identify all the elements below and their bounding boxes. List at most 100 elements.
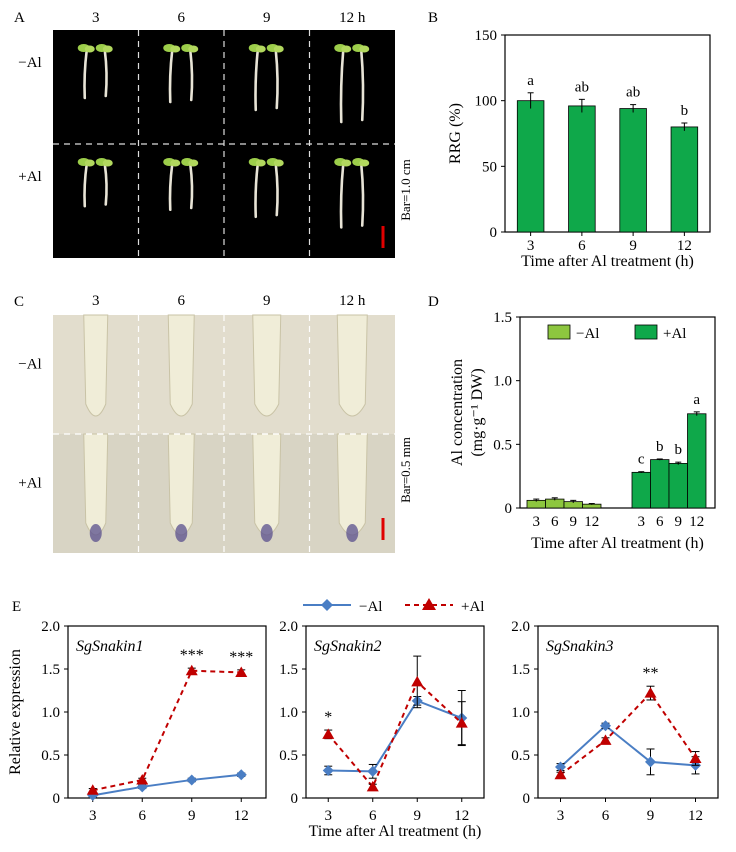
gene-title: SgSnakin3 xyxy=(546,638,614,655)
time-label: 3 xyxy=(92,10,100,26)
data-point xyxy=(367,765,379,777)
seedling-root xyxy=(359,48,365,122)
y-tick-label: 0 xyxy=(291,791,299,807)
data-point xyxy=(366,780,379,792)
seedling-cotyledon xyxy=(102,159,113,167)
time-label: 9 xyxy=(263,293,271,309)
plot-frame xyxy=(519,316,716,509)
root-tip xyxy=(167,433,195,536)
root-tip xyxy=(83,314,109,417)
x-axis-label: Time after Al treatment (h) xyxy=(531,535,704,552)
x-tick-label: 12 xyxy=(688,808,703,824)
legend-label: +Al xyxy=(663,326,686,342)
x-tick-label: 6 xyxy=(139,808,147,824)
seedling-cotyledon xyxy=(341,159,352,167)
x-tick-label: 9 xyxy=(414,808,422,824)
data-point xyxy=(136,773,149,785)
bar xyxy=(516,100,545,233)
y-tick-label: 1.5 xyxy=(279,662,298,678)
panel-letter-b: B xyxy=(428,10,438,26)
x-tick-label: 9 xyxy=(570,514,578,530)
x-tick-label: 3 xyxy=(557,808,565,824)
significance-label: ab xyxy=(626,85,640,101)
y-tick-label: 0.5 xyxy=(279,748,298,764)
bar xyxy=(668,463,688,509)
y-tick-label: 2.0 xyxy=(41,619,60,635)
seedling-root xyxy=(339,48,345,124)
seedling-root xyxy=(274,162,279,217)
bar xyxy=(545,498,565,509)
y-axis-label: RRG (%) xyxy=(447,103,464,164)
seedling-cotyledon xyxy=(84,159,95,167)
row-label: −Al xyxy=(18,357,41,373)
seedling-cotyledon xyxy=(188,45,199,53)
plot-frame xyxy=(504,34,711,233)
seedling-cotyledon xyxy=(359,159,370,167)
y-tick-label: 0.5 xyxy=(493,437,512,453)
significance-marker: * xyxy=(324,709,332,726)
gene-title: SgSnakin2 xyxy=(314,638,382,655)
legend-label: +Al xyxy=(461,599,484,615)
row-label: +Al xyxy=(18,169,41,185)
seedling-root xyxy=(254,162,260,219)
bar xyxy=(631,471,651,509)
data-point xyxy=(186,774,198,786)
y-tick-label: 1.0 xyxy=(493,374,512,390)
stain xyxy=(89,524,102,542)
significance-marker: *** xyxy=(180,647,204,664)
time-label: 12 h xyxy=(339,293,366,309)
x-tick-label: 3 xyxy=(527,238,535,254)
panel-a: A 3 6 9 12 h −Al +Al Bar=1.0 cm xyxy=(14,10,413,258)
data-point xyxy=(645,756,656,768)
x-tick-label: 3 xyxy=(89,808,97,824)
x-tick-label: 9 xyxy=(675,514,683,530)
y-tick-label: 0 xyxy=(505,501,513,517)
seedling-root xyxy=(254,48,260,112)
data-point xyxy=(644,687,657,698)
x-tick-label: 3 xyxy=(533,514,541,530)
root-tip xyxy=(336,433,368,536)
x-tick-label: 3 xyxy=(325,808,333,824)
panel-letter-a: A xyxy=(14,10,25,26)
seedling-root xyxy=(103,48,108,98)
row-label: −Al xyxy=(18,55,41,71)
series-line xyxy=(328,699,463,773)
seedling-root xyxy=(274,48,279,110)
time-label: 12 h xyxy=(339,10,366,26)
panel-letter-e: E xyxy=(12,599,21,615)
seedling-cotyledon xyxy=(84,45,95,53)
significance-label: a xyxy=(527,73,534,89)
legend-label: −Al xyxy=(576,326,599,342)
seedling-root xyxy=(188,162,194,210)
scale-label: Bar=0.5 mm xyxy=(398,437,413,503)
x-tick-label: 9 xyxy=(629,238,637,254)
panel-c: C 3 6 9 12 h −Al +Al Bar=0.5 mm xyxy=(14,293,413,553)
bar xyxy=(568,105,596,233)
gene-title: SgSnakin1 xyxy=(76,638,144,655)
x-tick-label: 12 xyxy=(689,514,704,530)
legend-marker xyxy=(422,598,436,610)
y-tick-label: 1.5 xyxy=(41,662,60,678)
panel-letter-c: C xyxy=(14,294,24,310)
seedling-root xyxy=(188,48,194,102)
x-tick-label: 12 xyxy=(677,238,692,254)
bar xyxy=(619,108,647,233)
y-axis-label: Relative expression xyxy=(7,649,24,775)
data-point xyxy=(411,675,424,687)
data-point xyxy=(185,664,198,676)
x-tick-label: 3 xyxy=(638,514,646,530)
significance-label: ab xyxy=(575,79,589,95)
stain xyxy=(175,524,188,542)
series-line xyxy=(92,773,242,797)
data-point xyxy=(86,784,99,795)
legend-swatch xyxy=(547,324,571,340)
x-tick-label: 6 xyxy=(602,808,610,824)
y-tick-label: 50 xyxy=(482,159,497,175)
x-tick-label: 12 xyxy=(454,808,469,824)
seedling-root xyxy=(339,162,345,229)
data-point xyxy=(235,666,248,677)
x-tick-label: 9 xyxy=(647,808,655,824)
y-tick-label: 0 xyxy=(53,791,61,807)
significance-marker: *** xyxy=(229,649,253,666)
